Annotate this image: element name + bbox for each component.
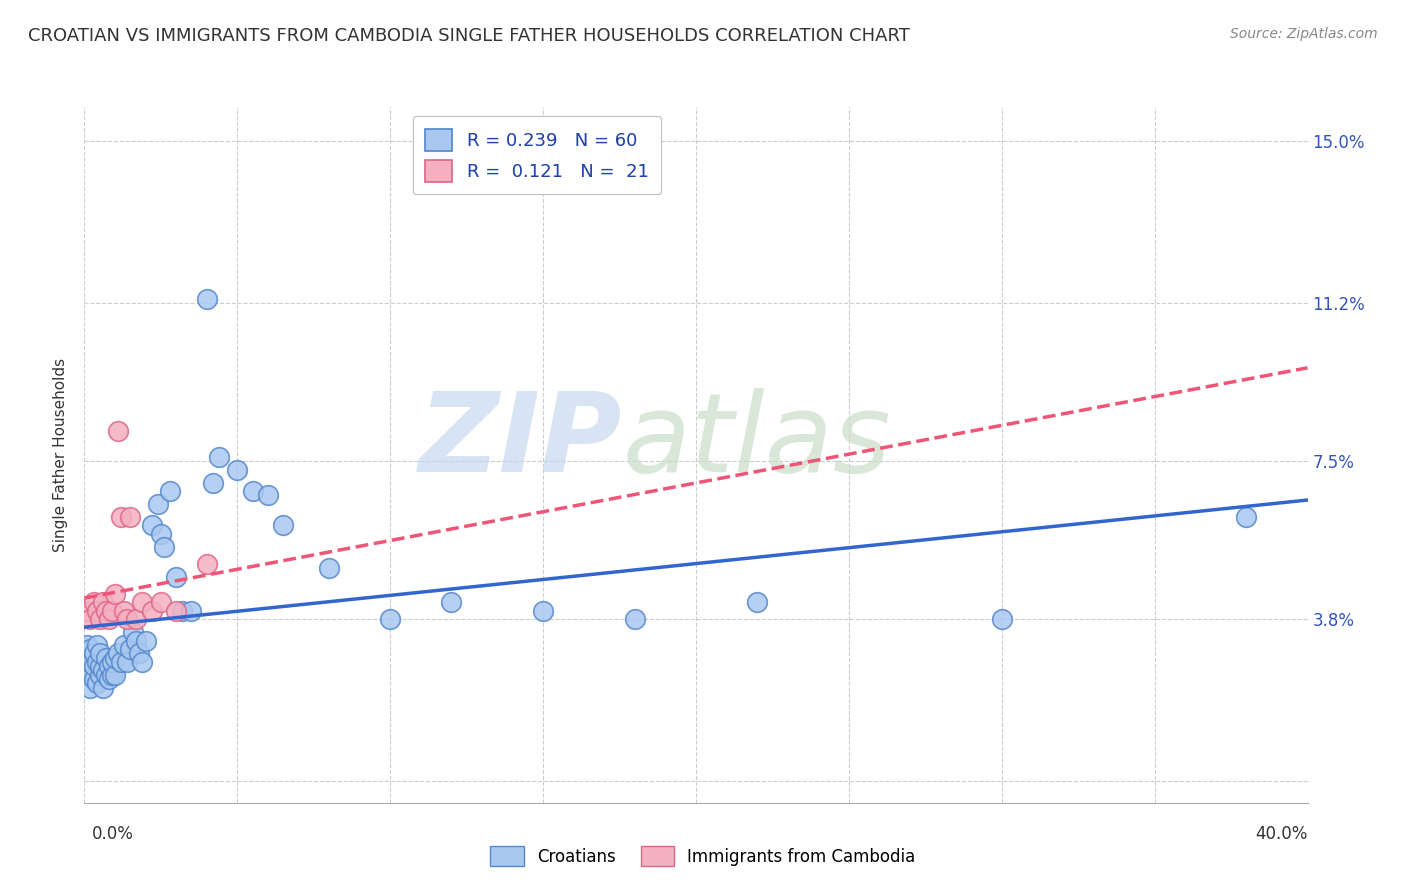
Point xyxy=(257,488,280,502)
Point xyxy=(141,518,163,533)
Point xyxy=(79,664,101,678)
Point xyxy=(97,672,120,686)
Point xyxy=(89,659,111,673)
Point xyxy=(747,595,769,609)
Point xyxy=(1236,509,1258,524)
Point xyxy=(226,463,249,477)
Point xyxy=(120,642,142,657)
Point xyxy=(94,650,117,665)
Point xyxy=(110,655,132,669)
Text: 40.0%: 40.0% xyxy=(1256,825,1308,843)
Text: atlas: atlas xyxy=(623,387,891,494)
Point xyxy=(97,659,120,673)
Point xyxy=(180,604,202,618)
Point xyxy=(112,638,135,652)
Point xyxy=(112,604,135,618)
Point xyxy=(242,484,264,499)
Point xyxy=(76,604,98,618)
Point xyxy=(94,604,117,618)
Point xyxy=(149,527,172,541)
Point xyxy=(991,612,1014,626)
Point xyxy=(153,540,176,554)
Point xyxy=(83,595,105,609)
Point xyxy=(86,655,108,669)
Point xyxy=(318,561,340,575)
Point xyxy=(79,681,101,695)
Point xyxy=(83,659,105,673)
Point xyxy=(208,450,231,464)
Legend: R = 0.239   N = 60, R =  0.121   N =  21: R = 0.239 N = 60, R = 0.121 N = 21 xyxy=(412,116,661,194)
Point xyxy=(86,604,108,618)
Point xyxy=(79,612,101,626)
Point xyxy=(122,625,145,640)
Point xyxy=(83,647,105,661)
Text: CROATIAN VS IMMIGRANTS FROM CAMBODIA SINGLE FATHER HOUSEHOLDS CORRELATION CHART: CROATIAN VS IMMIGRANTS FROM CAMBODIA SIN… xyxy=(28,27,910,45)
Point xyxy=(110,509,132,524)
Text: Source: ZipAtlas.com: Source: ZipAtlas.com xyxy=(1230,27,1378,41)
Point xyxy=(146,497,169,511)
Point xyxy=(271,518,294,533)
Point xyxy=(83,672,105,686)
Point xyxy=(79,655,101,669)
Point xyxy=(149,595,172,609)
Point xyxy=(141,604,163,618)
Point xyxy=(131,595,153,609)
Text: ZIP: ZIP xyxy=(419,387,623,494)
Point xyxy=(165,604,187,618)
Point xyxy=(125,633,148,648)
Point xyxy=(104,650,127,665)
Point xyxy=(115,655,138,669)
Point xyxy=(128,647,150,661)
Point xyxy=(159,484,181,499)
Point xyxy=(195,292,218,306)
Point xyxy=(120,509,142,524)
Point xyxy=(86,676,108,690)
Point xyxy=(91,664,114,678)
Point xyxy=(79,642,101,657)
Point xyxy=(440,595,463,609)
Point xyxy=(104,667,127,681)
Point xyxy=(86,638,108,652)
Point xyxy=(104,587,127,601)
Point xyxy=(76,655,98,669)
Point xyxy=(380,612,402,626)
Point xyxy=(91,681,114,695)
Point xyxy=(107,425,129,439)
Point xyxy=(89,647,111,661)
Point xyxy=(172,604,194,618)
Point xyxy=(115,612,138,626)
Point xyxy=(89,667,111,681)
Point xyxy=(76,667,98,681)
Point xyxy=(125,612,148,626)
Point xyxy=(101,667,124,681)
Point xyxy=(201,475,224,490)
Point xyxy=(91,595,114,609)
Point xyxy=(76,638,98,652)
Point xyxy=(89,612,111,626)
Point xyxy=(531,604,554,618)
Point xyxy=(101,655,124,669)
Point xyxy=(135,633,157,648)
Point xyxy=(94,667,117,681)
Point xyxy=(165,569,187,583)
Point xyxy=(195,557,218,571)
Legend: Croatians, Immigrants from Cambodia: Croatians, Immigrants from Cambodia xyxy=(482,838,924,875)
Text: 0.0%: 0.0% xyxy=(91,825,134,843)
Point xyxy=(131,655,153,669)
Point xyxy=(101,604,124,618)
Y-axis label: Single Father Households: Single Father Households xyxy=(53,358,69,552)
Point xyxy=(624,612,647,626)
Point xyxy=(97,612,120,626)
Point xyxy=(76,647,98,661)
Point xyxy=(107,647,129,661)
